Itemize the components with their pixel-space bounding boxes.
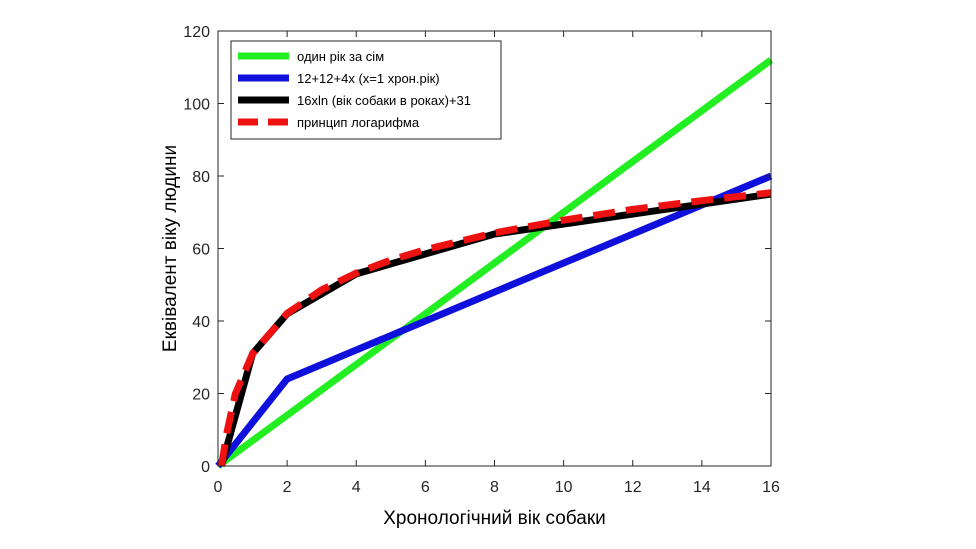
legend-entry-4: принцип логарифма xyxy=(297,115,420,130)
y-axis-label: Еквівалент віку людини xyxy=(160,145,181,352)
x-tick-label: 6 xyxy=(421,479,430,496)
x-tick-label: 2 xyxy=(283,479,292,496)
series-line-4 xyxy=(218,189,772,467)
x-tick-label: 14 xyxy=(693,479,711,496)
y-tick-label: 40 xyxy=(192,314,210,331)
series-layer xyxy=(215,57,774,469)
x-tick-label: 16 xyxy=(762,479,780,496)
ticks-layer: 0 2 4 6 8 10 12 14 16 0 20 40 60 80 100 120 xyxy=(183,24,780,496)
legend-entry-3: 16xln (вік собаки в роках)+31 xyxy=(297,93,471,108)
x-tick-label: 12 xyxy=(624,479,642,496)
x-tick-label: 4 xyxy=(352,479,361,496)
x-tick-label: 10 xyxy=(555,479,573,496)
y-tick-label: 0 xyxy=(201,459,210,476)
y-tick-label: 100 xyxy=(183,97,210,114)
series-line-2 xyxy=(215,172,773,469)
y-tick-label: 20 xyxy=(192,387,210,404)
y-tick-label: 120 xyxy=(183,24,210,41)
x-axis-label: Хронологічний вік собаки xyxy=(383,508,606,529)
y-tick-label: 60 xyxy=(192,242,210,259)
y-tick-label: 80 xyxy=(192,169,210,186)
series-line-1 xyxy=(215,57,774,469)
legend-entry-2: 12+12+4x (x=1 хрон.рік) xyxy=(297,71,440,86)
x-tick-label: 0 xyxy=(214,479,223,496)
legend-entry-1: один рік за сім xyxy=(297,49,384,64)
legend: один рік за сім 12+12+4x (x=1 хрон.рік) 16… xyxy=(230,40,502,140)
x-tick-label: 8 xyxy=(490,479,499,496)
